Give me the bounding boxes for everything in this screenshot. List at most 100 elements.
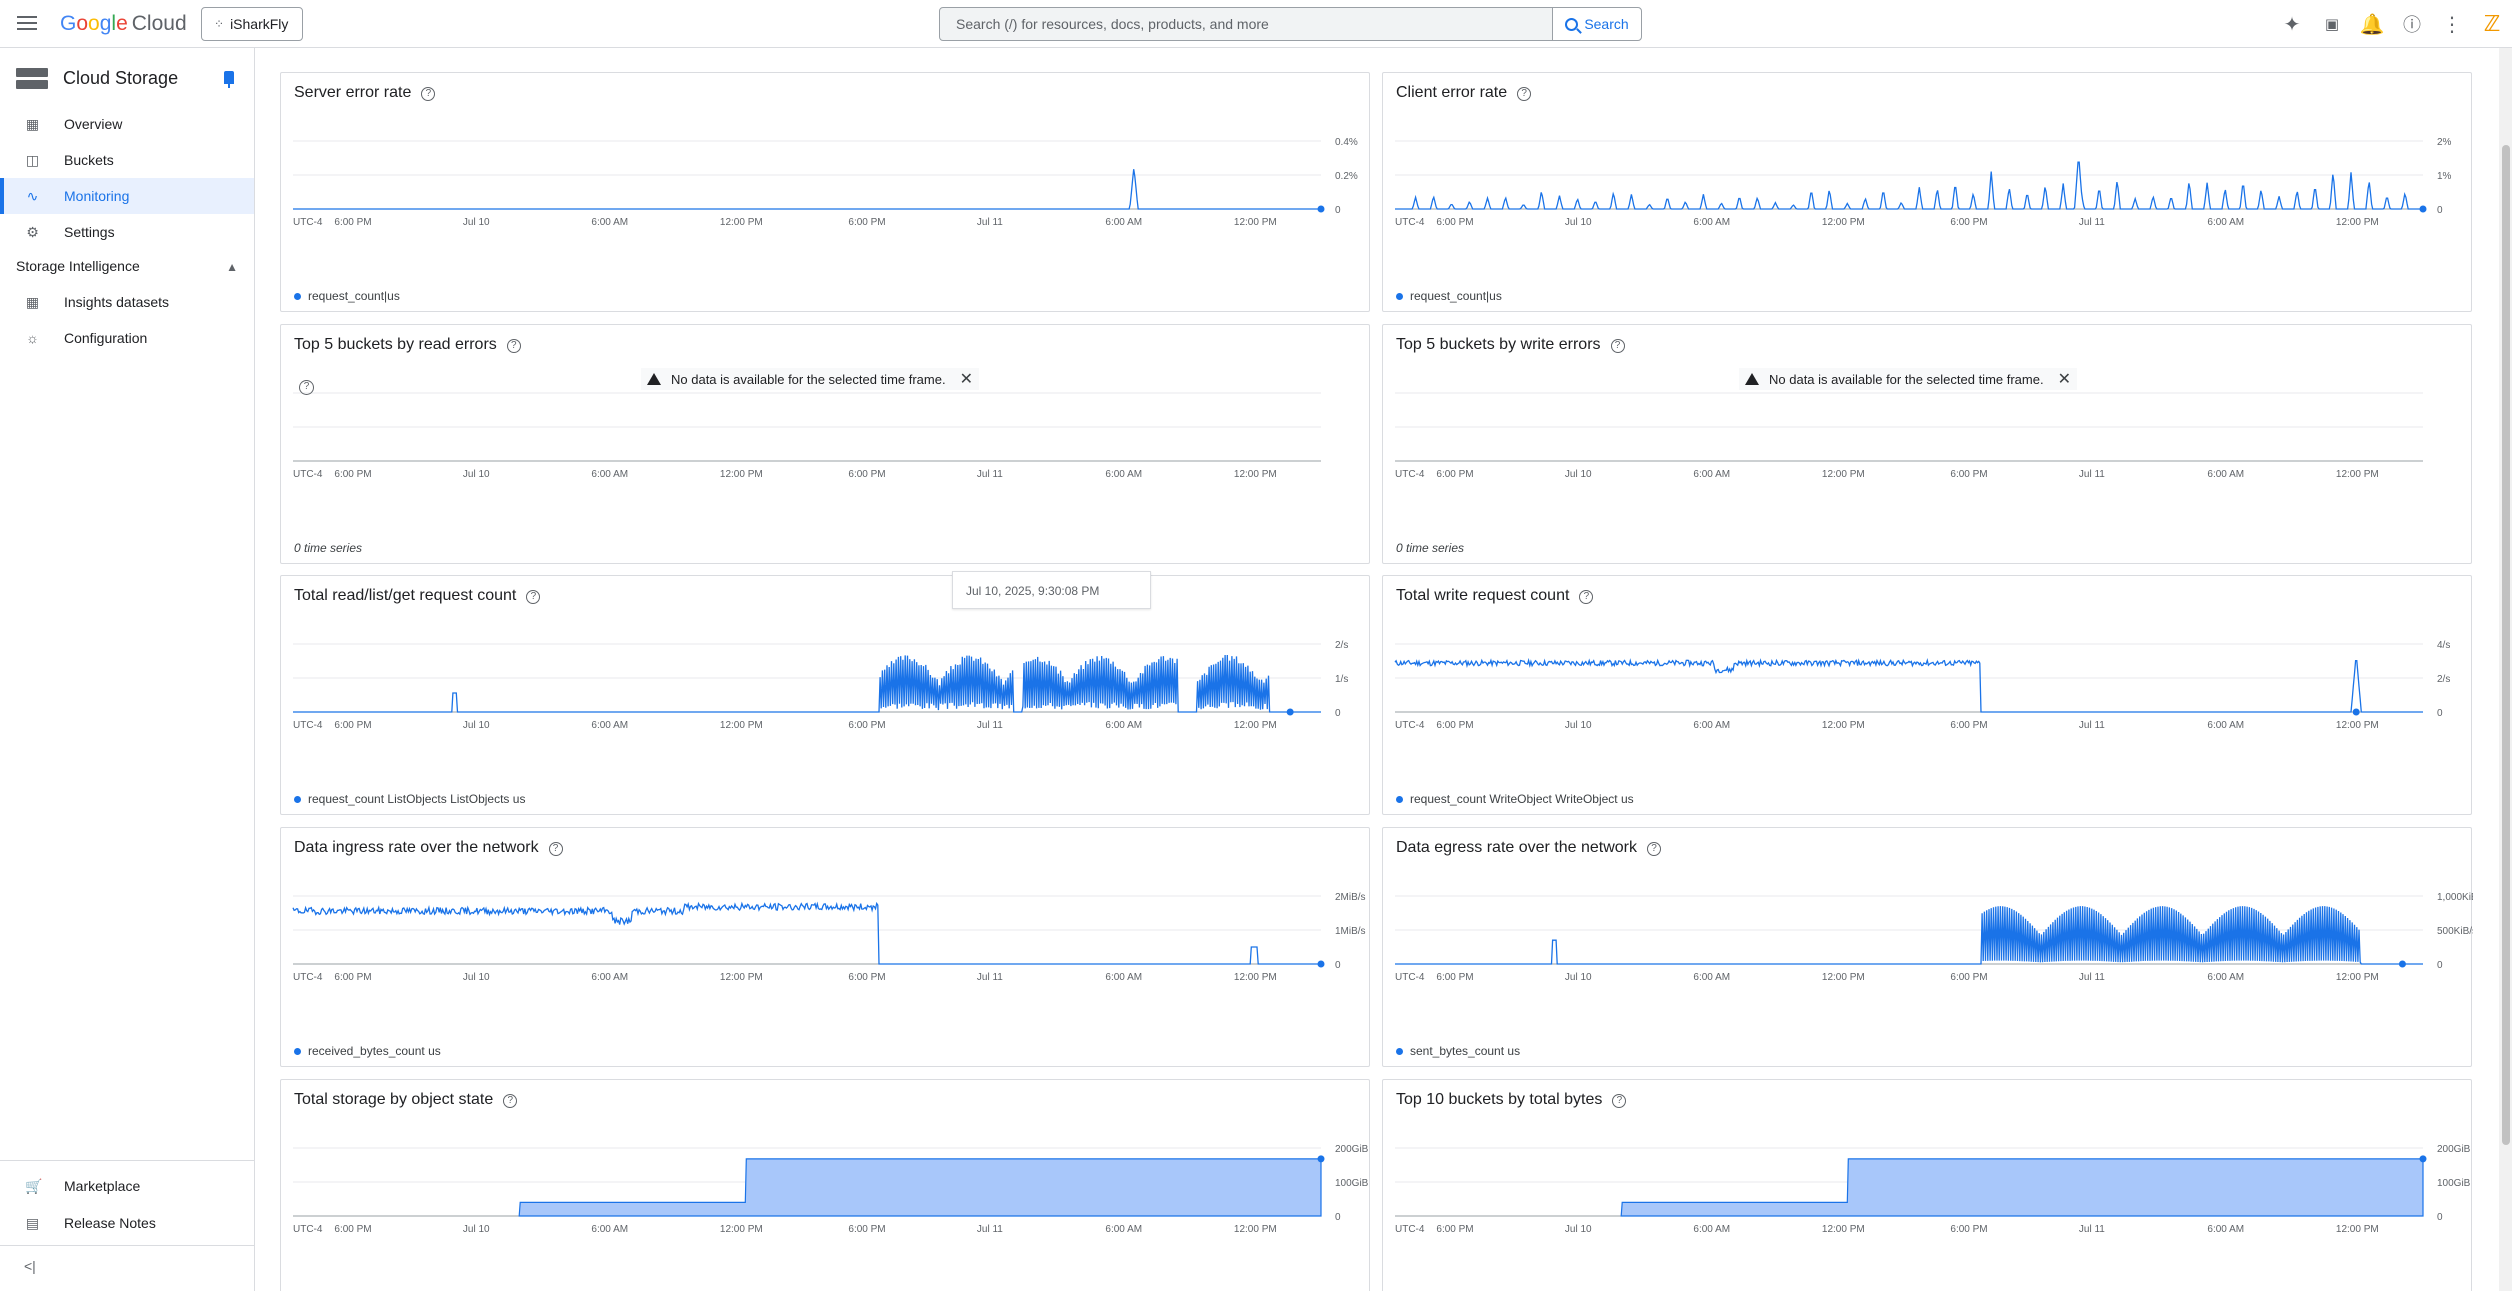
help-icon[interactable]: ? <box>526 590 541 604</box>
account-icon[interactable]: ℤ <box>2483 11 2501 36</box>
y-tick-label: 0 <box>1335 1212 1341 1223</box>
sidebar-item-monitoring[interactable]: ∿ Monitoring <box>0 178 254 214</box>
project-selector[interactable]: ⁘ iSharkFly <box>201 7 304 41</box>
series-end-point <box>1317 205 1325 213</box>
x-tick-label: 6:00 PM <box>848 720 885 731</box>
series-area <box>1620 1158 2424 1217</box>
y-tick-label: 100GiB <box>1335 1178 1369 1189</box>
x-tick-label: 12:00 PM <box>720 1224 763 1235</box>
x-tick-label: 12:00 PM <box>720 972 763 983</box>
help-icon[interactable]: ⓘ <box>2403 15 2421 35</box>
x-tick-label: Jul 10 <box>463 720 490 731</box>
x-tick-label: Jul 10 <box>1565 1224 1592 1235</box>
x-tick-label: 6:00 AM <box>1693 469 1730 480</box>
x-tick-label: 6:00 AM <box>2207 1224 2244 1235</box>
x-tick-label: Jul 10 <box>463 469 490 480</box>
chart-plot[interactable]: 200GiB 100GiB 0 UTC-4 6:00 PM Jul 10 6:00 AM 12… <box>281 1120 1371 1260</box>
chart-legend[interactable]: request_count ListObjects ListObjects us <box>294 792 525 806</box>
chart-plot[interactable]: UTC-4 6:00 PM Jul 10 6:00 AM 12:00 PM 6:00 PM… <box>1383 365 2473 505</box>
y-tick-label: 2% <box>2437 137 2452 148</box>
help-icon[interactable]: ? <box>1612 1094 1627 1108</box>
x-tick-label: 6:00 PM <box>1436 1224 1473 1235</box>
x-tick-label: Jul 11 <box>977 972 1003 983</box>
x-tick-label: 6:00 AM <box>1693 217 1730 228</box>
client-error-rate-card: Client error rate? request_count|us 2% 1%… <box>1382 72 2472 312</box>
chevron-up-icon: ▲ <box>226 260 238 274</box>
y-tick-label: 200GiB <box>1335 1144 1369 1155</box>
x-tick-label: 12:00 PM <box>1822 469 1865 480</box>
x-tick-label: Jul 11 <box>977 217 1003 228</box>
google-cloud-logo[interactable]: Google Cloud <box>60 12 187 35</box>
chart-legend[interactable]: received_bytes_count us <box>294 1044 441 1058</box>
x-tick-label: Jul 11 <box>977 469 1003 480</box>
y-tick-label: 500KiB/s <box>2437 926 2473 937</box>
help-icon[interactable]: ? <box>1610 339 1625 353</box>
chart-legend[interactable]: request_count WriteObject WriteObject us <box>1396 792 1634 806</box>
help-icon[interactable]: ? <box>506 339 521 353</box>
sidebar-item-buckets[interactable]: ◫ Buckets <box>25 151 114 168</box>
close-icon[interactable]: ✕ <box>2057 371 2071 388</box>
configuration-icon: ☼ <box>26 329 39 346</box>
x-tick-label: 6:00 AM <box>1693 720 1730 731</box>
chart-plot[interactable]: 2MiB/s 1MiB/s 0 UTC-4 6:00 PM Jul 10 6:00 AM 12… <box>281 868 1371 1008</box>
cloud-shell-icon[interactable]: ▣ <box>2324 16 2340 33</box>
help-icon[interactable]: ? <box>1517 87 1532 101</box>
x-tick-label: 6:00 PM <box>1436 720 1473 731</box>
search-input[interactable] <box>940 8 1552 40</box>
x-tick-label: 6:00 AM <box>1105 469 1142 480</box>
help-icon[interactable]: ? <box>299 380 314 395</box>
sidebar-item-insights-datasets[interactable]: ▦ Insights datasets <box>25 293 170 310</box>
chart-legend[interactable]: request_count|us <box>1396 289 1502 303</box>
no-data-banner: No data is available for the selected ti… <box>1739 368 2077 390</box>
close-icon[interactable]: ✕ <box>959 371 973 388</box>
chart-plot[interactable]: 2/s 1/s 0 UTC-4 6:00 PM Jul 10 6:00 AM 12:00 PM… <box>281 616 1371 756</box>
y-tick-label: 0.4% <box>1335 137 1358 148</box>
gear-icon: ⚙ <box>26 223 39 240</box>
x-tick-label: 6:00 PM <box>334 972 371 983</box>
main-menu-icon[interactable] <box>14 12 40 36</box>
pin-icon[interactable] <box>224 71 234 88</box>
collapse-sidebar-icon[interactable]: <| <box>24 1258 36 1274</box>
card-title: Total write request count? <box>1396 587 1594 605</box>
sidebar-title: Cloud Storage <box>63 68 179 88</box>
chart-plot[interactable]: 4/s 2/s 0 UTC-4 6:00 PM Jul 10 6:00 AM 12:00 PM… <box>1383 616 2473 756</box>
sidebar-item-marketplace[interactable]: 🛒 Marketplace <box>25 1177 141 1194</box>
y-tick-label: 1% <box>2437 171 2452 182</box>
x-tick-label: Jul 10 <box>463 217 490 228</box>
search-button[interactable]: Search <box>1552 8 1641 40</box>
sidebar-item-overview[interactable]: ▦ Overview <box>25 115 123 132</box>
chart-plot[interactable]: 200GiB 100GiB 0 UTC-4 6:00 PM Jul 10 6:00 AM 12… <box>1383 1120 2473 1260</box>
chart-legend[interactable]: sent_bytes_count us <box>1396 1044 1520 1058</box>
help-icon[interactable]: ? <box>421 87 436 101</box>
sidebar-item-settings[interactable]: ⚙ Settings <box>26 223 115 240</box>
notifications-icon[interactable]: 🔔 <box>2359 13 2385 36</box>
sidebar-item-release-notes[interactable]: ▤ Release Notes <box>25 1214 156 1231</box>
gemini-spark-icon[interactable]: ✦ <box>2283 13 2301 36</box>
x-tick-label: UTC-4 <box>293 469 323 480</box>
storage-by-state-card: Total storage by object state? 200GiB 100… <box>280 1079 1370 1291</box>
card-title: Data ingress rate over the network? <box>294 839 563 857</box>
sidebar-item-configuration[interactable]: ☼ Configuration <box>26 329 148 346</box>
help-icon[interactable]: ? <box>548 842 563 856</box>
section-storage-intelligence[interactable]: Storage Intelligence ▲ <box>16 258 238 274</box>
x-tick-label: UTC-4 <box>293 1224 323 1235</box>
x-tick-label: Jul 10 <box>1565 972 1592 983</box>
help-icon[interactable]: ? <box>1579 590 1594 604</box>
x-tick-label: 6:00 PM <box>1950 469 1987 480</box>
x-tick-label: 12:00 PM <box>720 469 763 480</box>
y-tick-label: 0.2% <box>1335 171 1358 182</box>
x-tick-label: 6:00 AM <box>591 469 628 480</box>
chart-plot[interactable]: 1,000KiB/s 500KiB/s 0 UTC-4 6:00 PM Jul 10 6:0… <box>1383 868 2473 1008</box>
x-tick-label: 6:00 PM <box>1436 469 1473 480</box>
help-icon[interactable]: ? <box>1647 842 1662 856</box>
chart-plot[interactable]: 2% 1% 0 UTC-4 6:00 PM Jul 10 6:00 AM 12:00 PM 6:… <box>1383 113 2473 253</box>
scrollbar-thumb[interactable] <box>2502 145 2510 1145</box>
more-vert-icon[interactable]: ⋮ <box>2442 13 2462 36</box>
x-tick-label: Jul 11 <box>2079 972 2105 983</box>
chart-plot[interactable]: 0.4% 0.2% 0 UTC-4 6:00 PM Jul 10 6:00 AM 12:00 … <box>281 113 1371 253</box>
chart-plot[interactable]: UTC-4 6:00 PM Jul 10 6:00 AM 12:00 PM 6:00 PM… <box>281 365 1371 505</box>
chart-legend[interactable]: request_count|us <box>294 289 400 303</box>
x-tick-label: 6:00 PM <box>334 217 371 228</box>
help-icon[interactable]: ? <box>503 1094 518 1108</box>
x-tick-label: 12:00 PM <box>1234 217 1277 228</box>
